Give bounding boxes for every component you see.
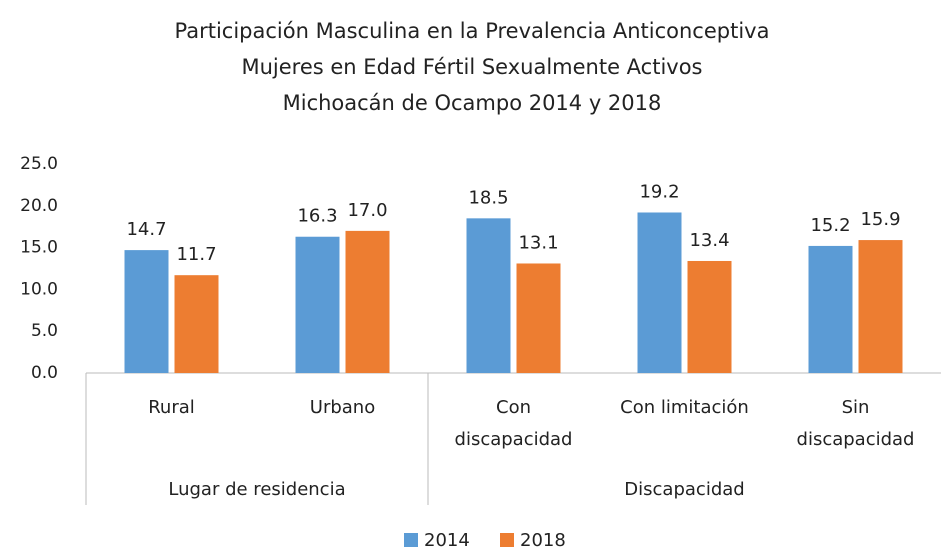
chart-title: Participación Masculina en la Prevalenci…: [175, 19, 770, 43]
legend-swatch: [500, 533, 514, 547]
y-tick-label: 0.0: [31, 363, 58, 383]
value-label: 11.7: [176, 244, 216, 265]
bar: [466, 218, 511, 373]
x-tick-label: Con limitación: [620, 397, 749, 418]
group-label: Discapacidad: [624, 479, 744, 500]
legend-swatch: [404, 533, 418, 547]
value-label: 18.5: [468, 187, 508, 208]
y-tick-label: 10.0: [20, 279, 58, 299]
value-label: 13.4: [689, 230, 729, 251]
y-tick-label: 5.0: [31, 321, 58, 341]
x-tick-label: Sin discapacidad: [796, 397, 915, 450]
group-label: Lugar de residencia: [168, 479, 345, 500]
x-tick-label: Urbano: [309, 397, 376, 418]
bar: [637, 212, 682, 373]
value-label: 14.7: [126, 219, 166, 240]
bar: [808, 245, 853, 373]
value-label: 17.0: [347, 200, 387, 221]
bar: [687, 260, 732, 373]
y-tick-label: 15.0: [20, 238, 58, 258]
value-label: 13.1: [518, 232, 558, 253]
value-label: 15.2: [810, 215, 850, 236]
legend-label: 2018: [520, 530, 566, 551]
y-tick-label: 20.0: [20, 196, 58, 216]
bar: [124, 250, 169, 373]
value-label: 15.9: [860, 209, 900, 230]
bar: [174, 275, 219, 373]
legend-label: 2014: [424, 530, 470, 551]
bar: [345, 230, 390, 373]
bar: [858, 240, 903, 373]
x-tick-label: Rural: [148, 397, 195, 418]
value-label: 16.3: [297, 206, 337, 227]
x-tick-label: Con discapacidad: [454, 397, 573, 450]
bar: [295, 236, 340, 373]
value-label: 19.2: [639, 181, 679, 202]
y-tick-label: 25.0: [20, 154, 58, 174]
bar: [516, 263, 561, 373]
chart-title: Michoacán de Ocampo 2014 y 2018: [283, 91, 662, 115]
chart-title: Mujeres en Edad Fértil Sexualmente Activ…: [242, 55, 703, 79]
